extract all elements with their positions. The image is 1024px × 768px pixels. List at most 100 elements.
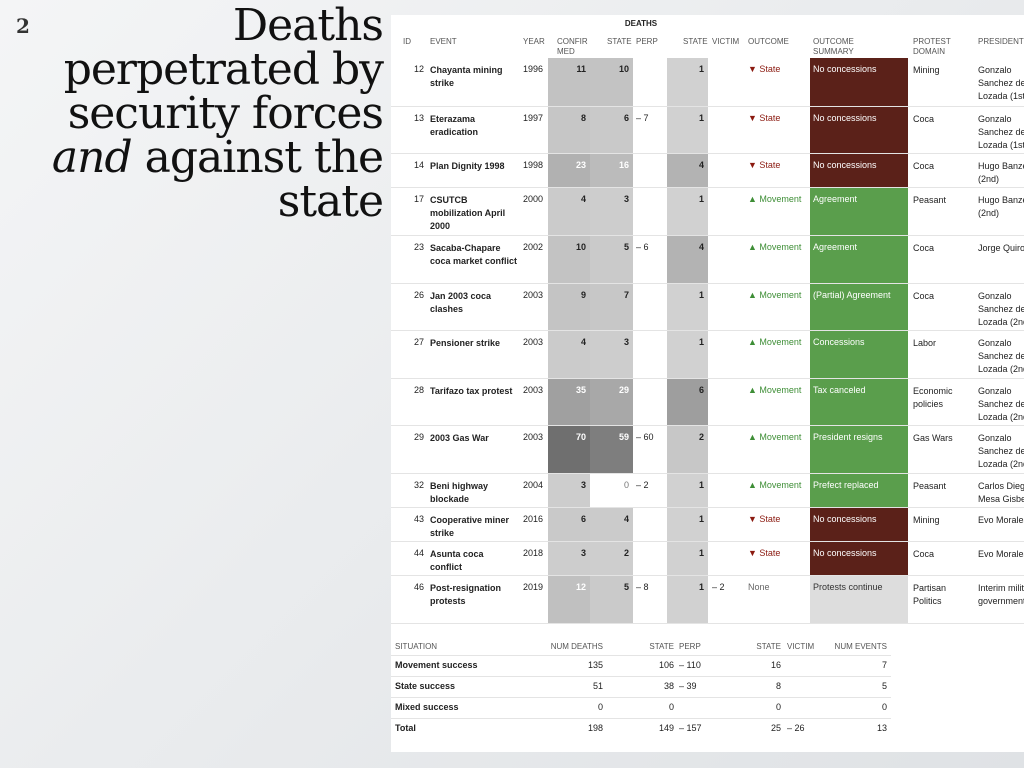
summary-header: VICTIM [787, 642, 815, 651]
confirmed-cell: 6 [548, 508, 590, 541]
confirmed-cell: 4 [548, 331, 590, 378]
column-header: OUTCOME SUMMARY [813, 37, 854, 56]
column-header: ID [403, 37, 411, 46]
summary-header: SITUATION [395, 642, 438, 651]
summary-value: 106 [658, 660, 674, 670]
confirmed-cell: 9 [548, 284, 590, 330]
year-cell: 2003 [523, 290, 544, 300]
row-divider [391, 235, 1024, 236]
summary-header: NUM EVENTS [834, 642, 887, 651]
summary-cell: Agreement [810, 188, 908, 235]
column-header: CONFIR MED [557, 37, 588, 56]
state-perp-cell: 29 [590, 379, 633, 425]
summary-cell: Protests continue [810, 576, 908, 623]
event-cell: Cooperative miner strike [430, 515, 510, 538]
column-header: STATE [683, 37, 708, 46]
outcome-cell: ▼ State [748, 160, 781, 170]
state-victim-cell: 1 [667, 58, 708, 106]
president-cell: Evo Morales [978, 549, 1024, 559]
state-victim-cell: 2 [667, 426, 708, 473]
id-cell: 13 [413, 113, 424, 123]
event-cell: 2003 Gas War [430, 433, 489, 443]
domain-cell: Peasant [913, 481, 947, 491]
perp-cell: – 8 [636, 582, 649, 592]
president-cell: Gonzalo Sanchez de Lozada (2nd) [978, 386, 1024, 422]
president-cell: Gonzalo Sanchez de Lozada (2nd) [978, 291, 1024, 327]
title-line: security forces [67, 88, 384, 139]
summary-cell: No concessions [810, 542, 908, 575]
id-cell: 17 [413, 194, 424, 204]
president-cell: Gonzalo Sanchez de Lozada (2nd) [978, 338, 1024, 374]
state-perp-cell: 7 [590, 284, 633, 330]
row-divider [391, 541, 1024, 542]
column-header: PERP [636, 37, 658, 46]
state-perp-cell: 0 [590, 474, 633, 507]
id-cell: 12 [413, 64, 424, 74]
domain-cell: Economic policies [913, 386, 953, 409]
row-divider [391, 330, 1024, 331]
president-cell: Hugo Banzer (2nd) [978, 195, 1024, 218]
id-cell: 14 [413, 160, 424, 170]
summary-header: NUM DEATHS [550, 642, 603, 651]
title-text: against the [144, 132, 384, 183]
summary-value: 8 [775, 681, 781, 691]
column-header: VICTIM [712, 37, 740, 46]
summary-cell: (Partial) Agreement [810, 284, 908, 330]
domain-cell: Gas Wars [913, 433, 953, 443]
column-header: PRESIDENT [978, 37, 1024, 46]
state-perp-cell: 3 [590, 331, 633, 378]
table-panel: DEATHS ID EVENT YEAR CONFIR MED STATE PERP STAT… [391, 15, 1024, 752]
row-divider [391, 697, 891, 698]
summary-value: 25 [770, 723, 781, 733]
domain-cell: Mining [913, 515, 940, 525]
domain-cell: Labor [913, 338, 937, 348]
state-victim-cell: 6 [667, 379, 708, 425]
summary-value: – 39 [679, 681, 697, 691]
state-perp-cell: 16 [590, 154, 633, 187]
summary-cell: Concessions [810, 331, 908, 378]
summary-cell: No concessions [810, 58, 908, 106]
confirmed-cell: 11 [548, 58, 590, 106]
title-line: Deaths [232, 0, 384, 51]
row-divider [391, 187, 1024, 188]
president-cell: Carlos Diego Mesa Gisbert [978, 481, 1024, 504]
year-cell: 2003 [523, 432, 544, 442]
summary-cell: Tax canceled [810, 379, 908, 425]
president-cell: Gonzalo Sanchez de Lozada (1st) [978, 65, 1024, 101]
row-divider [391, 153, 1024, 154]
outcome-cell: ▼ State [748, 514, 781, 524]
year-cell: 2018 [523, 548, 544, 558]
perp-cell: – 60 [636, 432, 654, 442]
id-cell: 26 [413, 290, 424, 300]
event-cell: Beni highway blockade [430, 481, 489, 504]
summary-cell: No concessions [810, 107, 908, 153]
confirmed-cell: 8 [548, 107, 590, 153]
summary-value: 5 [881, 681, 887, 691]
year-cell: 1996 [523, 64, 544, 74]
row-divider [391, 283, 1024, 284]
summary-cell: Prefect replaced [810, 474, 908, 507]
title-emphasis: and [51, 132, 133, 183]
summary-value: 0 [881, 702, 887, 712]
state-perp-cell: 59 [590, 426, 633, 473]
event-cell: Plan Dignity 1998 [430, 161, 505, 171]
row-divider [391, 507, 1024, 508]
president-cell: Hugo Banzer (2nd) [978, 161, 1024, 184]
state-victim-cell: 1 [667, 474, 708, 507]
summary-value: 7 [881, 660, 887, 670]
domain-cell: Coca [913, 243, 935, 253]
event-cell: Asunta coca conflict [430, 549, 484, 572]
row-divider [391, 655, 891, 656]
row-divider [391, 575, 1024, 576]
domain-cell: Mining [913, 65, 940, 75]
summary-value: 38 [663, 681, 674, 691]
summary-value: 0 [597, 702, 603, 712]
summary-header: PERP [679, 642, 701, 651]
year-cell: 2003 [523, 337, 544, 347]
table-caption: DEATHS [624, 19, 658, 28]
summary-cell: No concessions [810, 154, 908, 187]
confirmed-cell: 12 [548, 576, 590, 623]
domain-cell: Coca [913, 161, 935, 171]
year-cell: 2019 [523, 582, 544, 592]
row-divider [391, 473, 1024, 474]
